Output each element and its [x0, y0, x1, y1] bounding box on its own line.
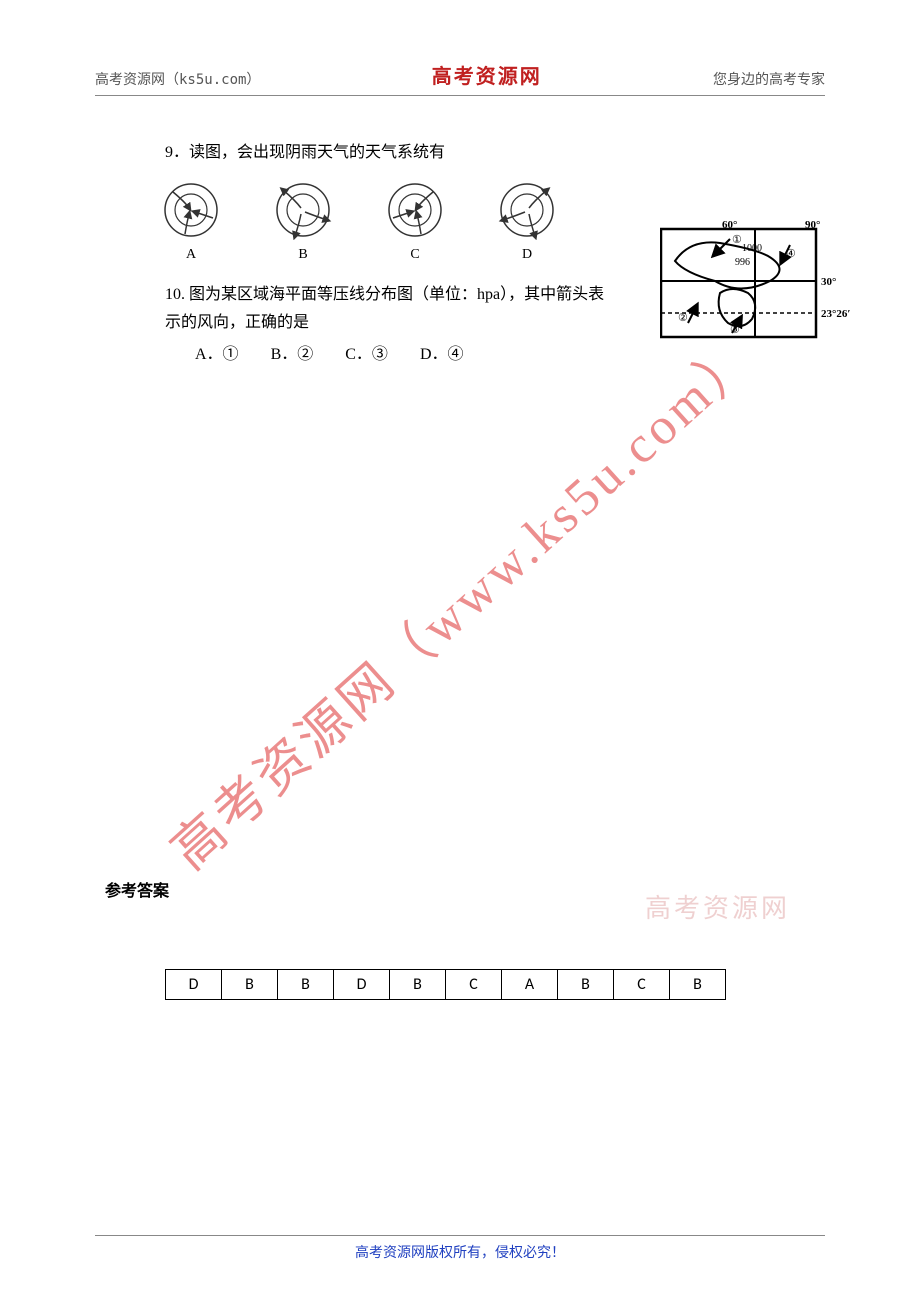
q9-diagram-a: A — [155, 180, 227, 263]
q10-option-b: B．② — [271, 346, 314, 363]
arrow3: ③ — [730, 324, 740, 336]
q9-label-a: A — [155, 247, 227, 263]
answer-cell: A — [502, 970, 558, 1000]
anticyclone-icon — [491, 180, 563, 240]
q10-option-c: C．③ — [345, 346, 388, 363]
question-10: 10. 图为某区域海平面等压线分布图（单位：hpa），其中箭头表 示的风向，正确… — [165, 281, 825, 369]
q9-diagram-d: D — [491, 180, 563, 263]
cyclone-icon — [155, 180, 227, 240]
q9-diagram-c: C — [379, 180, 451, 263]
arrow4: ④ — [786, 248, 796, 260]
q9-label-b: B — [267, 247, 339, 263]
lat23: 23°26′ — [821, 308, 851, 320]
answer-cell: D — [166, 970, 222, 1000]
header-right: 您身边的高考专家 — [713, 69, 825, 89]
q9-label-c: C — [379, 247, 451, 263]
watermark-small: 高考资源网 — [645, 888, 790, 925]
arrow1: ① — [732, 234, 742, 246]
page: 高考资源网（ks5u.com） 高考资源网 您身边的高考专家 9．读图，会出现阴… — [0, 0, 920, 1302]
answer-cell: B — [222, 970, 278, 1000]
answer-cell: B — [670, 970, 726, 1000]
q10-option-d: D．④ — [420, 346, 464, 363]
isobar-map-icon: 60° 90° 30° 23°26′ 1000 996 ① ② ③ ④ — [660, 221, 860, 351]
header-left: 高考资源网（ks5u.com） — [95, 69, 260, 89]
answer-key-label: 参考答案 — [105, 877, 169, 901]
cyclone-icon — [379, 180, 451, 240]
q9-diagram-b: B — [267, 180, 339, 263]
lat30: 30° — [821, 276, 836, 288]
q9-label-d: D — [491, 247, 563, 263]
question-9-text: 9．读图，会出现阴雨天气的天气系统有 — [165, 138, 825, 162]
anticyclone-icon — [267, 180, 339, 240]
answer-cell: B — [558, 970, 614, 1000]
header-center: 高考资源网 — [432, 60, 542, 89]
answer-cell: C — [614, 970, 670, 1000]
iso996: 996 — [735, 257, 750, 268]
page-footer: 高考资源网版权所有，侵权必究！ — [95, 1235, 825, 1262]
answer-cell: B — [390, 970, 446, 1000]
table-row: D B B D B C A B C B — [166, 970, 726, 1000]
page-header: 高考资源网（ks5u.com） 高考资源网 您身边的高考专家 — [95, 60, 825, 96]
answer-cell: D — [334, 970, 390, 1000]
lon90: 90° — [805, 221, 820, 231]
arrow2: ② — [678, 312, 688, 324]
answer-cell: C — [446, 970, 502, 1000]
lon60: 60° — [722, 221, 737, 231]
answer-cell: B — [278, 970, 334, 1000]
iso1000: 1000 — [742, 243, 762, 254]
q10-option-a: A．① — [195, 346, 239, 363]
watermark-large: 高考资源网（www.ks5u.com） — [151, 317, 768, 883]
answer-table: D B B D B C A B C B — [165, 969, 726, 1000]
